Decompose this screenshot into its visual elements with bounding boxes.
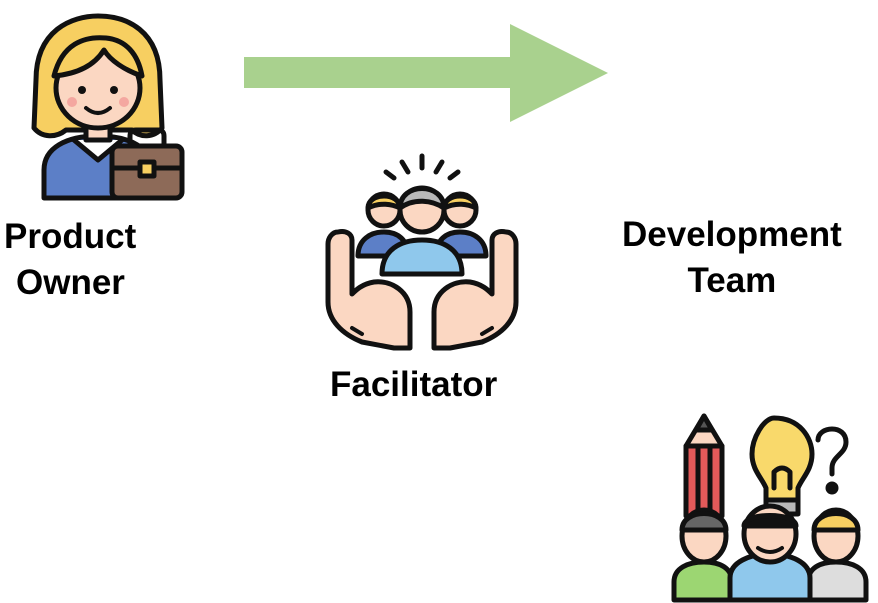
question-mark-icon xyxy=(815,426,849,477)
briefcase-icon xyxy=(109,127,185,201)
facilitator-label: Facilitator xyxy=(330,365,498,404)
businesswoman-icon xyxy=(31,13,185,201)
process-arrow xyxy=(244,24,608,122)
arrow-head xyxy=(510,24,608,122)
product-owner-label: Product Owner xyxy=(4,217,137,302)
lightbulb-icon xyxy=(749,415,815,517)
arrow-shaft xyxy=(244,57,514,88)
development-team-label: Development Team xyxy=(622,215,842,300)
hands-holding-team-icon xyxy=(325,153,519,351)
team-ideas-icon xyxy=(671,413,869,603)
pencil-icon xyxy=(683,413,725,519)
